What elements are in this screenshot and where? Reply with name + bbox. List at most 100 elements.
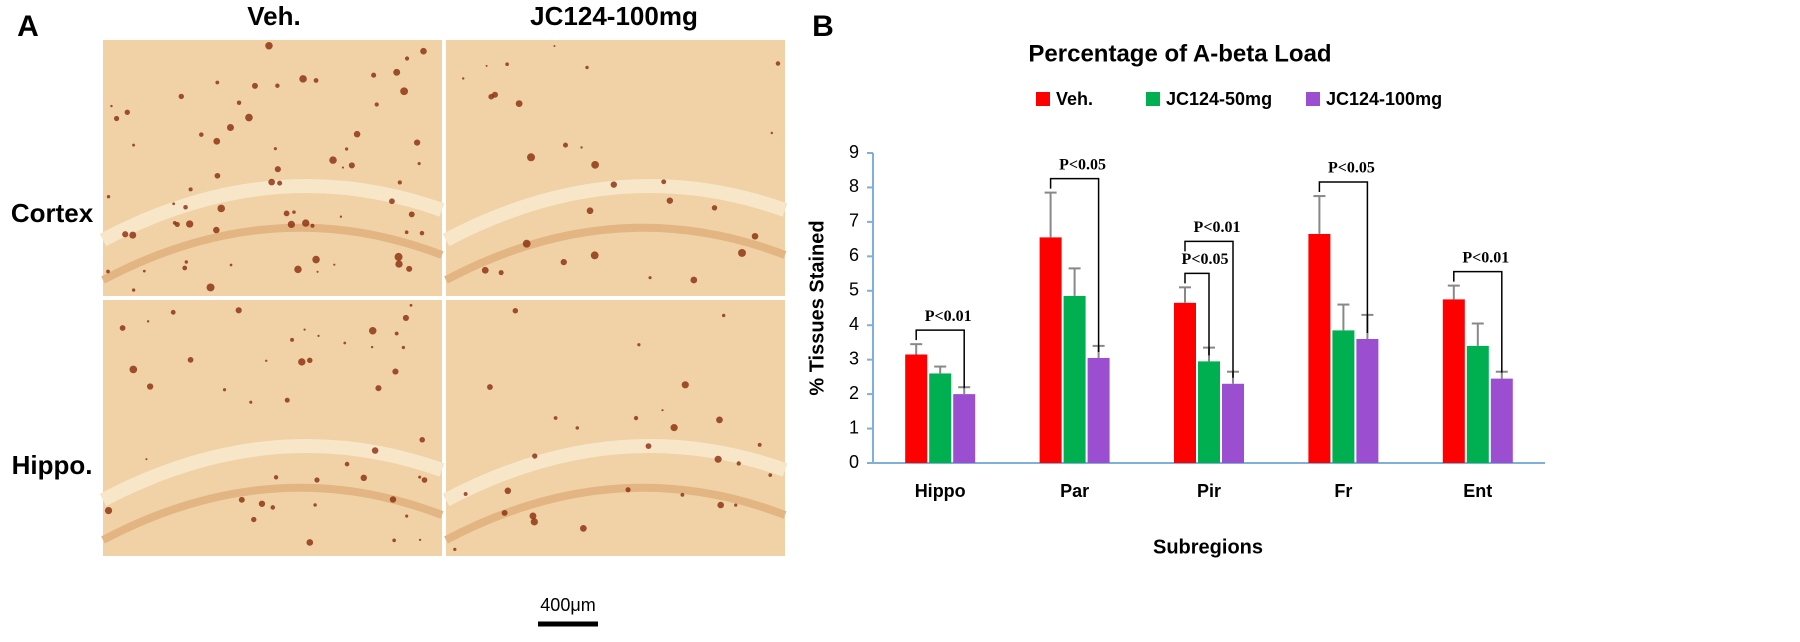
plaque: [273, 475, 279, 480]
plaque: [277, 180, 283, 186]
plaque: [132, 143, 136, 147]
plaque: [290, 337, 295, 342]
plaque: [488, 93, 494, 100]
tissue-band: [101, 223, 444, 284]
bar: [1039, 237, 1062, 463]
plaque: [734, 503, 738, 507]
plaque: [213, 226, 220, 234]
plaque: [339, 215, 343, 218]
plaque: [265, 359, 268, 362]
plaque: [392, 538, 396, 543]
plaque: [512, 308, 519, 314]
bar: [1087, 357, 1110, 463]
plaque: [417, 162, 421, 166]
plaque: [312, 255, 320, 264]
plaque: [215, 80, 220, 85]
plaque: [389, 198, 395, 205]
plaque: [532, 453, 538, 459]
plaque: [298, 358, 306, 366]
plaque: [633, 415, 639, 421]
plaque: [213, 137, 221, 145]
panel-label: A: [17, 10, 39, 43]
plaque: [183, 204, 188, 210]
plaque: [251, 82, 258, 89]
plaque: [419, 437, 425, 443]
x-axis-label: Subregions: [1153, 536, 1263, 558]
plaque: [178, 93, 184, 100]
plaque: [645, 443, 652, 450]
plaque: [553, 416, 558, 420]
plaque: [418, 538, 422, 542]
plaque: [145, 458, 148, 461]
plaque: [229, 263, 233, 267]
y-tick-label: 4: [849, 314, 859, 334]
plaque: [402, 314, 409, 322]
plaque: [461, 77, 465, 80]
plaque: [172, 202, 176, 206]
plaque: [270, 505, 276, 510]
significance-label: P<0.05: [1328, 160, 1375, 177]
plaque: [122, 231, 129, 238]
plaque: [287, 220, 296, 229]
significance-bracket: [1049, 177, 1100, 352]
plaque: [501, 509, 508, 516]
plaque: [313, 78, 319, 83]
plaque: [110, 104, 113, 108]
x-tick-label: Hippo: [915, 481, 966, 501]
legend-swatch: [1146, 92, 1160, 106]
plaque: [453, 547, 457, 551]
plaque: [113, 115, 120, 122]
plaque: [498, 270, 504, 276]
plaque: [421, 477, 428, 483]
tissue-band: [442, 179, 788, 247]
plaque: [131, 288, 136, 292]
plaque: [420, 47, 427, 55]
plaque: [344, 461, 350, 467]
plaque: [527, 153, 536, 162]
x-tick-label: Fr: [1334, 481, 1352, 501]
plaque: [530, 518, 538, 526]
plaque: [371, 447, 379, 454]
plaque: [274, 166, 281, 173]
plaque: [375, 385, 382, 392]
plaque: [129, 365, 138, 374]
tissue-band: [444, 483, 787, 544]
plaque: [463, 492, 468, 496]
plaque: [302, 219, 310, 227]
plaque: [344, 147, 349, 151]
tissue-band: [99, 439, 445, 507]
plaque: [314, 477, 320, 483]
plaque: [303, 328, 306, 331]
tissue-band: [99, 179, 445, 247]
significance-label: P<0.01: [925, 308, 972, 325]
y-tick-label: 0: [849, 452, 859, 472]
plaque: [487, 384, 493, 390]
significance-label: P<0.01: [1462, 249, 1509, 266]
plaque: [245, 113, 253, 122]
column-label: Veh.: [247, 1, 300, 31]
bar: [1332, 330, 1355, 463]
plaque: [258, 500, 266, 507]
bar: [1356, 339, 1379, 463]
plaque: [666, 197, 674, 204]
plaque: [404, 56, 410, 61]
plaque: [222, 388, 227, 392]
plaque: [265, 41, 273, 50]
plaque: [485, 64, 488, 67]
y-tick-label: 5: [849, 280, 859, 300]
plaque: [214, 172, 221, 179]
y-tick-label: 1: [849, 417, 859, 437]
plaque: [406, 265, 413, 272]
bar: [905, 354, 928, 463]
plaque: [721, 313, 726, 318]
plaque: [397, 180, 402, 185]
plaque: [751, 232, 759, 240]
plaque: [661, 409, 664, 412]
plaque: [307, 357, 313, 364]
plaque: [736, 461, 741, 466]
plaque: [343, 341, 347, 345]
plaque: [560, 259, 567, 266]
plaque: [413, 139, 421, 146]
bar: [929, 373, 952, 463]
